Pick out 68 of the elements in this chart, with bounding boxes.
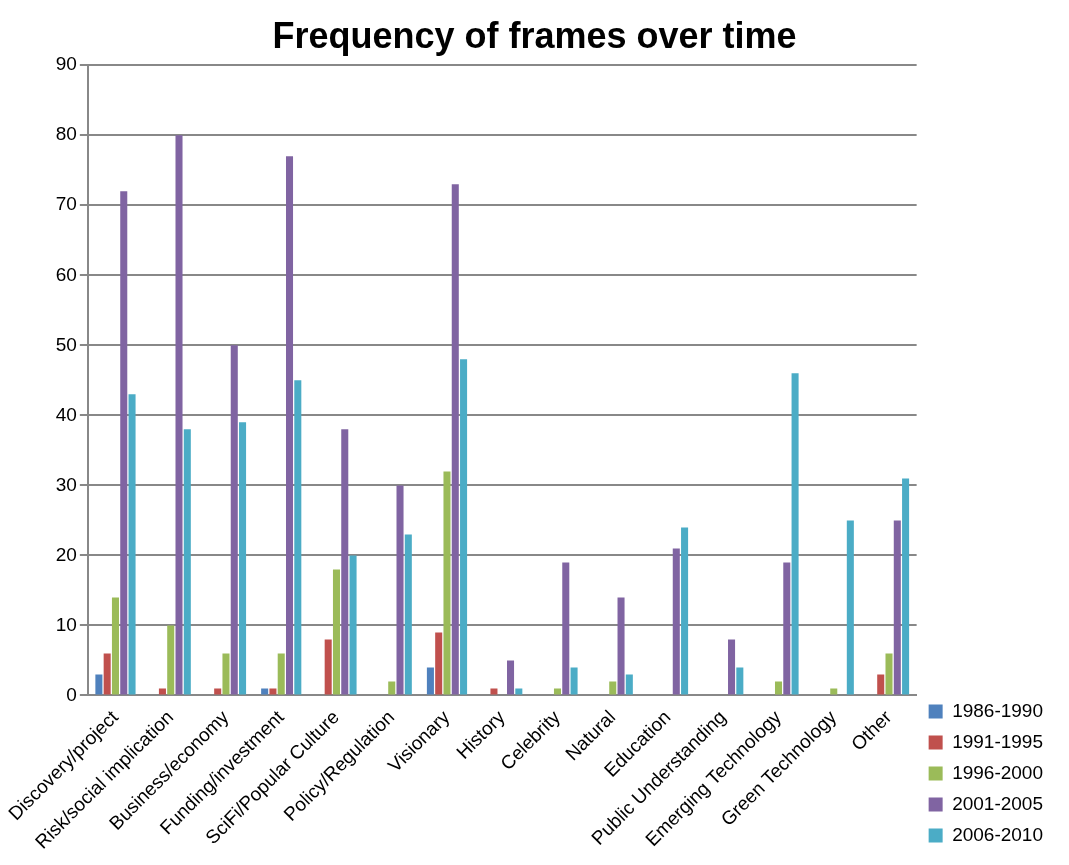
y-tick-label: 30 xyxy=(55,473,77,495)
bar xyxy=(175,135,183,695)
bar xyxy=(515,688,523,695)
bar xyxy=(728,639,736,695)
y-tick-label: 20 xyxy=(55,543,77,565)
bar xyxy=(507,660,515,695)
bar xyxy=(791,373,799,695)
bar xyxy=(388,681,396,695)
bar xyxy=(222,653,230,695)
y-tick-label: 60 xyxy=(55,263,77,285)
bar xyxy=(332,569,340,695)
bar xyxy=(103,653,111,695)
bar xyxy=(846,520,854,695)
bar xyxy=(609,681,617,695)
bar xyxy=(426,667,434,695)
legend-label: 1986-1990 xyxy=(952,699,1044,721)
bar xyxy=(625,674,633,695)
chart-title: Frequency of frames over time xyxy=(272,14,797,56)
bar xyxy=(214,688,222,695)
bar xyxy=(443,471,451,695)
legend-label: 1996-2000 xyxy=(952,761,1044,783)
y-tick-label: 40 xyxy=(55,403,77,425)
bar xyxy=(183,429,191,695)
y-tick-label: 80 xyxy=(55,123,77,145)
bar xyxy=(553,688,562,695)
y-tick-label: 50 xyxy=(55,333,77,355)
bar xyxy=(435,632,443,695)
bar xyxy=(396,485,404,695)
bar xyxy=(830,688,838,695)
bar xyxy=(736,667,744,695)
bar xyxy=(404,534,412,695)
bar xyxy=(286,156,294,695)
bar xyxy=(294,380,302,695)
bar xyxy=(324,639,332,695)
bar xyxy=(277,653,285,695)
bar xyxy=(562,562,570,695)
bar xyxy=(239,422,247,695)
bar xyxy=(893,520,901,695)
bar xyxy=(341,429,349,695)
bar xyxy=(681,527,689,695)
bar xyxy=(128,394,136,695)
bar xyxy=(261,688,269,695)
legend-label: 2001-2005 xyxy=(952,792,1044,814)
y-tick-label: 0 xyxy=(66,683,77,705)
legend-label: 1991-1995 xyxy=(952,730,1044,752)
bar xyxy=(120,191,128,695)
bar xyxy=(460,359,468,695)
bar xyxy=(111,597,119,695)
bar xyxy=(167,625,175,695)
bar xyxy=(902,478,910,695)
bar xyxy=(269,688,277,695)
bar xyxy=(230,345,238,695)
bar xyxy=(490,688,498,695)
bar xyxy=(349,555,357,695)
bar xyxy=(877,674,885,695)
bar xyxy=(570,667,578,695)
y-tick-label: 10 xyxy=(55,613,77,635)
bar xyxy=(672,548,680,695)
bar xyxy=(783,562,791,695)
bar xyxy=(451,184,459,695)
y-tick-label: 90 xyxy=(55,53,77,75)
legend-label: 2006-2010 xyxy=(952,823,1044,845)
bar xyxy=(774,681,783,695)
bar xyxy=(95,674,103,695)
bar xyxy=(617,597,625,695)
y-tick-label: 70 xyxy=(55,193,77,215)
bar xyxy=(158,688,166,695)
bar xyxy=(885,653,893,695)
